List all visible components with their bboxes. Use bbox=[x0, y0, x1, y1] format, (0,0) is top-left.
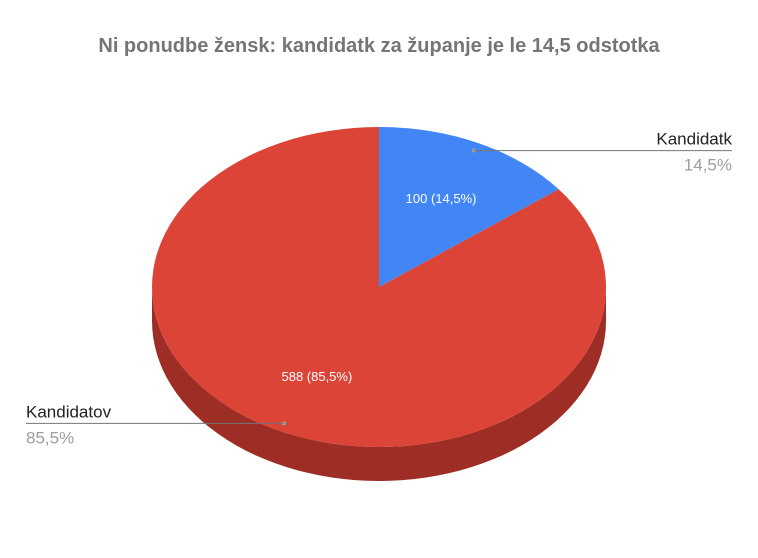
data-label-kandidatov: 588 (85,5%) bbox=[281, 369, 352, 384]
chart-title: Ni ponudbe žensk: kandidatk za županje j… bbox=[98, 35, 660, 57]
data-label-kandidatk: 100 (14,5%) bbox=[406, 191, 477, 206]
pie-callout-layer: Kandidatk 14,5% Kandidatov 85,5% bbox=[26, 130, 732, 447]
callout-percent-kandidatk: 14,5% bbox=[684, 156, 732, 175]
pie-top-layer bbox=[152, 127, 607, 447]
pie-slice-kandidatk[interactable] bbox=[379, 127, 559, 287]
pie-side-kandidatov bbox=[152, 287, 606, 481]
pie-label-layer: 100 (14,5%) 588 (85,5%) bbox=[281, 191, 476, 384]
callout-percent-kandidatov: 85,5% bbox=[26, 428, 74, 447]
pie-depth-layer bbox=[152, 287, 606, 481]
pie-slice-kandidatov[interactable] bbox=[152, 127, 607, 447]
callout-name-kandidatk: Kandidatk bbox=[656, 130, 732, 149]
callout-name-kandidatov: Kandidatov bbox=[26, 402, 112, 421]
